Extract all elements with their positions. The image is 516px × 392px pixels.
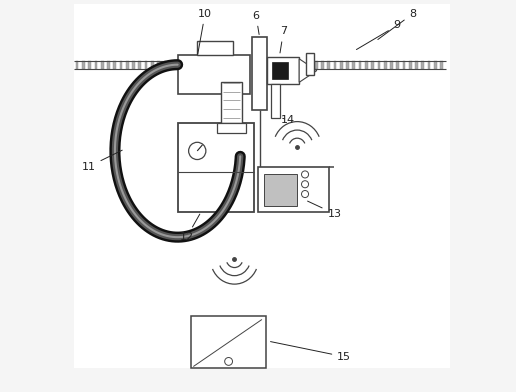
FancyBboxPatch shape	[151, 61, 154, 69]
FancyBboxPatch shape	[114, 61, 116, 69]
FancyBboxPatch shape	[170, 61, 172, 69]
FancyBboxPatch shape	[107, 61, 110, 69]
FancyBboxPatch shape	[402, 61, 406, 69]
FancyBboxPatch shape	[315, 61, 317, 69]
FancyBboxPatch shape	[138, 61, 141, 69]
FancyBboxPatch shape	[390, 61, 393, 69]
FancyBboxPatch shape	[101, 61, 104, 69]
FancyBboxPatch shape	[359, 61, 362, 69]
FancyBboxPatch shape	[409, 61, 412, 69]
FancyBboxPatch shape	[191, 316, 266, 368]
FancyBboxPatch shape	[82, 61, 85, 69]
FancyBboxPatch shape	[217, 123, 246, 133]
FancyBboxPatch shape	[264, 174, 297, 206]
Circle shape	[301, 181, 309, 188]
FancyBboxPatch shape	[144, 61, 148, 69]
Polygon shape	[299, 59, 317, 82]
Text: 7: 7	[280, 26, 287, 53]
Text: 15: 15	[270, 341, 351, 362]
Text: 8: 8	[378, 9, 416, 40]
FancyBboxPatch shape	[252, 37, 267, 110]
FancyBboxPatch shape	[258, 167, 329, 212]
FancyBboxPatch shape	[221, 82, 243, 123]
FancyBboxPatch shape	[176, 61, 179, 69]
FancyBboxPatch shape	[340, 61, 343, 69]
FancyBboxPatch shape	[88, 61, 91, 69]
FancyBboxPatch shape	[178, 123, 254, 212]
FancyBboxPatch shape	[384, 61, 386, 69]
Text: 9: 9	[357, 20, 401, 49]
Text: 12: 12	[180, 214, 200, 242]
FancyBboxPatch shape	[272, 62, 288, 79]
FancyBboxPatch shape	[126, 61, 128, 69]
FancyBboxPatch shape	[327, 61, 330, 69]
Text: 13: 13	[308, 201, 342, 219]
FancyBboxPatch shape	[267, 57, 299, 84]
FancyBboxPatch shape	[378, 61, 380, 69]
Circle shape	[301, 171, 309, 178]
FancyBboxPatch shape	[306, 53, 314, 75]
Circle shape	[301, 191, 309, 198]
FancyBboxPatch shape	[76, 61, 78, 69]
FancyBboxPatch shape	[120, 61, 122, 69]
Circle shape	[224, 358, 233, 365]
FancyBboxPatch shape	[178, 55, 250, 94]
FancyBboxPatch shape	[157, 61, 160, 69]
FancyBboxPatch shape	[271, 84, 280, 118]
FancyBboxPatch shape	[372, 61, 374, 69]
FancyBboxPatch shape	[346, 61, 349, 69]
FancyBboxPatch shape	[94, 61, 98, 69]
FancyBboxPatch shape	[334, 61, 336, 69]
Text: 14: 14	[280, 114, 295, 125]
Text: 6: 6	[252, 11, 260, 34]
FancyBboxPatch shape	[428, 61, 430, 69]
FancyBboxPatch shape	[197, 41, 233, 55]
FancyBboxPatch shape	[321, 61, 324, 69]
FancyBboxPatch shape	[440, 61, 443, 69]
FancyBboxPatch shape	[352, 61, 355, 69]
FancyBboxPatch shape	[132, 61, 135, 69]
FancyBboxPatch shape	[415, 61, 418, 69]
FancyBboxPatch shape	[434, 61, 437, 69]
FancyBboxPatch shape	[365, 61, 368, 69]
Text: 11: 11	[82, 150, 122, 172]
FancyBboxPatch shape	[74, 4, 450, 368]
FancyBboxPatch shape	[422, 61, 424, 69]
FancyBboxPatch shape	[396, 61, 399, 69]
Text: 10: 10	[198, 9, 212, 54]
Circle shape	[189, 142, 206, 160]
FancyBboxPatch shape	[164, 61, 166, 69]
